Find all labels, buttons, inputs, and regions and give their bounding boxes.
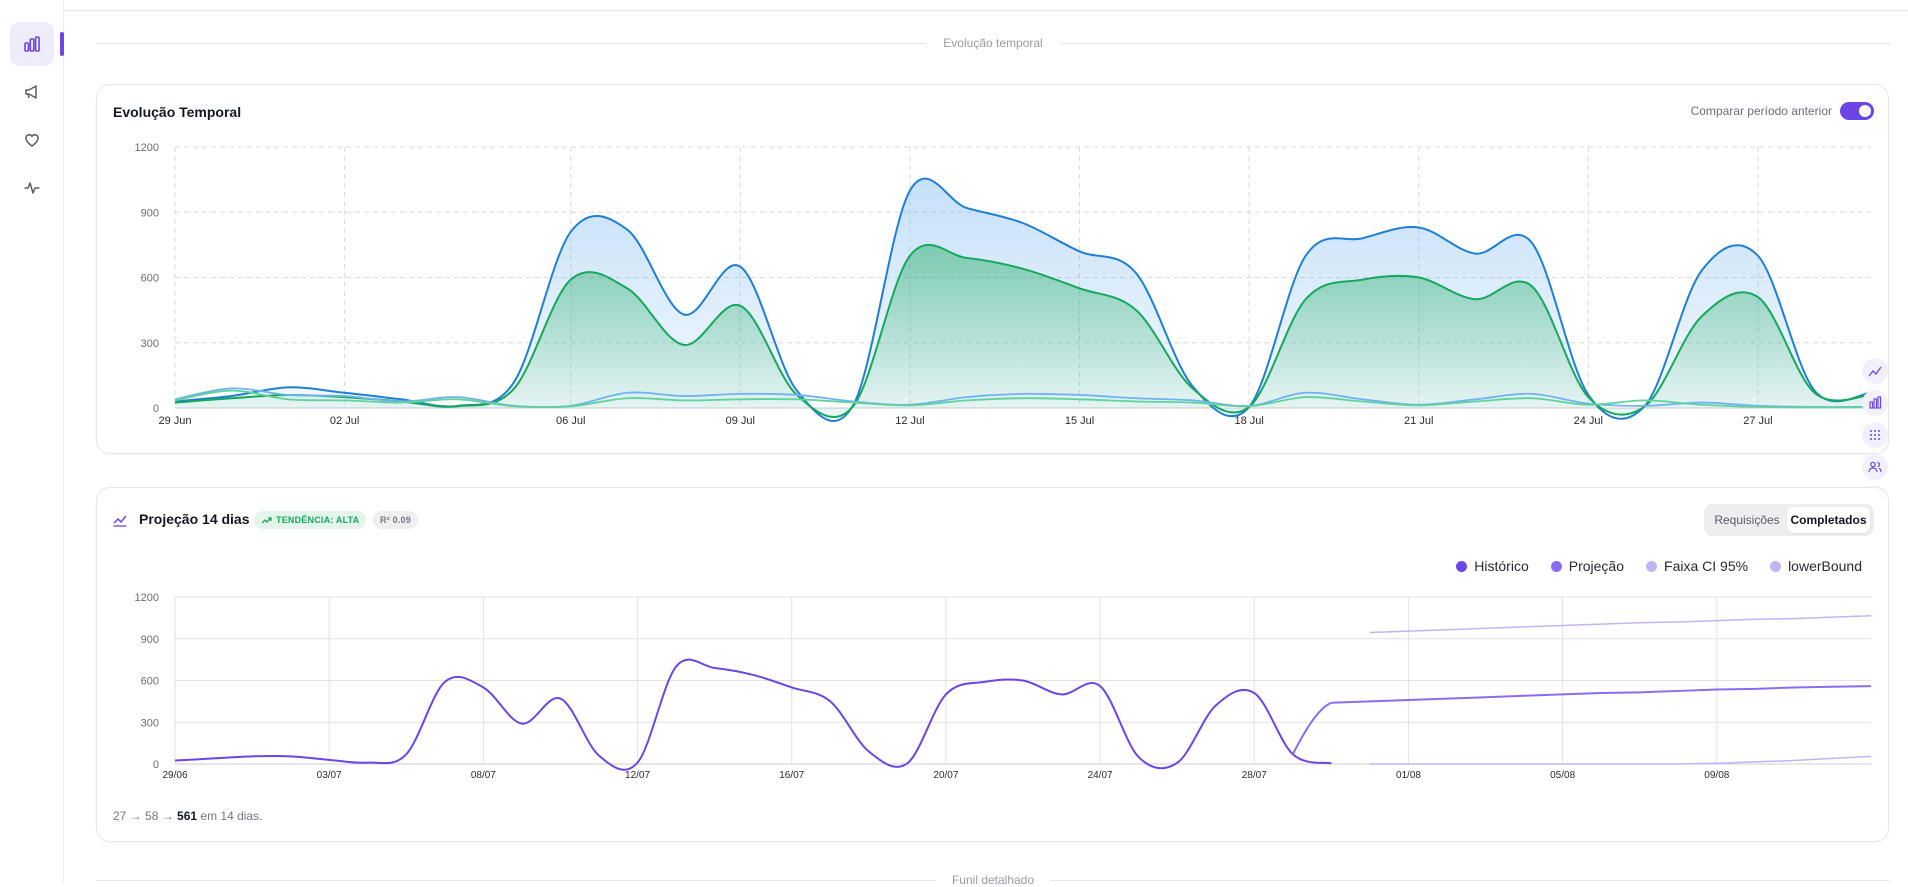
y-tick-label: 300 (141, 338, 159, 350)
segment-requisicoes[interactable]: Requisições (1714, 513, 1780, 527)
x-tick-label: 27 Jul (1743, 415, 1772, 427)
section-divider-evolution: Evolução temporal (96, 36, 1890, 50)
projection-chart: 0 300 600 900 1200 29/06 03/07 08/07 12/07 16/07 2… (135, 592, 1872, 781)
projection-summary: 27 → 58 → 561 em 14 dias. (113, 809, 262, 823)
section-label: Funil detalhado (951, 873, 1035, 887)
x-tick-label: 20/07 (933, 770, 958, 781)
y-tick-label: 900 (141, 634, 159, 646)
x-tick-label: 29/06 (162, 770, 187, 781)
x-tick-label: 03/07 (317, 770, 342, 781)
summary-prefix: 27 → 58 → (113, 809, 178, 823)
legend-label: Histórico (1474, 558, 1529, 574)
bar-chart-icon (24, 36, 40, 52)
card-title: Evolução Temporal (113, 104, 242, 120)
section-divider-funnel: Funil detalhado (96, 873, 1890, 887)
x-tick-label: 06 Jul (556, 415, 585, 427)
x-tick-label: 09 Jul (726, 415, 755, 427)
legend-swatch (1770, 560, 1782, 572)
bar-chart-icon (1869, 396, 1882, 409)
header-divider (64, 10, 1908, 11)
trend-up-icon (261, 516, 272, 523)
segment-completados[interactable]: Completados (1787, 507, 1870, 533)
legend-item[interactable]: Histórico (1456, 558, 1529, 574)
activity-icon (24, 182, 40, 194)
series-line (1291, 701, 1332, 755)
x-tick-label: 15 Jul (1065, 415, 1094, 427)
x-tick-label: 01/08 (1396, 770, 1421, 781)
heart-icon (25, 134, 39, 147)
x-tick-label: 05/08 (1550, 770, 1575, 781)
legend-item[interactable]: Projeção (1550, 558, 1625, 574)
chart-legend: Histórico Projeção Faixa CI 95% lowerBou… (1456, 558, 1862, 574)
y-tick-label: 0 (153, 759, 159, 771)
x-tick-label: 12/07 (625, 770, 650, 781)
y-tick-label: 1200 (135, 592, 159, 604)
x-tick-label: 02 Jul (330, 415, 359, 427)
y-tick-label: 600 (141, 273, 159, 285)
x-tick-label: 08/07 (471, 770, 496, 781)
evolution-card: Evolução Temporal Comparar período anter… (96, 84, 1889, 454)
trend-badge: TENDÊNCIA: ALTA (254, 511, 367, 529)
x-tick-label: 21 Jul (1404, 415, 1433, 427)
series-area (175, 244, 1871, 418)
evolution-chart: 0 300 600 900 1200 29 Jun 02 Jul 06 Jul 09 Jul 12… (135, 142, 1872, 427)
x-tick-label: 29 Jun (158, 415, 191, 427)
card-title: Projeção 14 dias (139, 511, 250, 527)
users-icon (1868, 461, 1882, 473)
compare-toggle[interactable] (1840, 102, 1874, 120)
x-tick-label: 24 Jul (1574, 415, 1603, 427)
bar-chart-tool[interactable] (1862, 390, 1888, 416)
series-line (174, 243, 1872, 419)
sidebar-item-analytics[interactable] (10, 22, 54, 66)
active-indicator (60, 32, 64, 56)
grid-tool[interactable] (1862, 422, 1888, 448)
x-tick-label: 28/07 (1242, 770, 1267, 781)
legend-label: Faixa CI 95% (1664, 558, 1749, 574)
summary-value: 561 (177, 809, 198, 823)
summary-suffix: em 14 dias. (197, 809, 263, 823)
trend-badge-label: TENDÊNCIA: ALTA (276, 515, 360, 525)
x-tick-label: 16/07 (779, 770, 804, 781)
x-tick-label: 24/07 (1088, 770, 1113, 781)
x-tick-label: 12 Jul (895, 415, 924, 427)
area-chart-tool[interactable] (1862, 358, 1888, 384)
users-tool[interactable] (1862, 454, 1888, 480)
r2-badge: R² 0.09 (373, 511, 418, 529)
legend-item[interactable]: Faixa CI 95% (1646, 558, 1748, 574)
sidebar (0, 0, 64, 883)
projection-card: Projeção 14 dias TENDÊNCIA: ALTA R² 0.09… (96, 487, 1889, 842)
metric-segmented-control: Requisições Completados (1704, 504, 1874, 536)
y-tick-label: 600 (141, 676, 159, 688)
series-line (1369, 615, 1872, 634)
series-line (1369, 755, 1872, 765)
y-tick-label: 900 (141, 207, 159, 219)
y-tick-label: 1200 (135, 142, 159, 154)
series-line (1331, 685, 1872, 704)
legend-swatch (1646, 560, 1658, 572)
x-tick-label: 18 Jul (1234, 415, 1263, 427)
section-label: Evolução temporal (943, 36, 1043, 50)
megaphone-icon (25, 85, 37, 99)
toggle-knob (1859, 105, 1871, 117)
y-tick-label: 300 (141, 717, 159, 729)
legend-item[interactable]: lowerBound (1770, 558, 1862, 574)
series-line (174, 389, 1872, 409)
legend-swatch (1456, 560, 1468, 572)
legend-label: Projeção (1568, 558, 1625, 574)
grid-dots-icon (1870, 430, 1880, 440)
sidebar-item-activity[interactable] (10, 166, 54, 210)
compare-label: Comparar período anterior (1690, 104, 1832, 118)
sidebar-item-campaigns[interactable] (10, 70, 54, 114)
legend-label: lowerBound (1788, 558, 1862, 574)
sidebar-item-favorites[interactable] (10, 118, 54, 162)
x-tick-label: 09/08 (1704, 770, 1729, 781)
legend-swatch (1550, 560, 1562, 572)
series-line (174, 658, 1332, 771)
series-line (174, 387, 1872, 409)
y-tick-label: 0 (153, 403, 159, 415)
trend-chart-icon (113, 515, 127, 527)
area-chart-icon (1868, 366, 1882, 377)
